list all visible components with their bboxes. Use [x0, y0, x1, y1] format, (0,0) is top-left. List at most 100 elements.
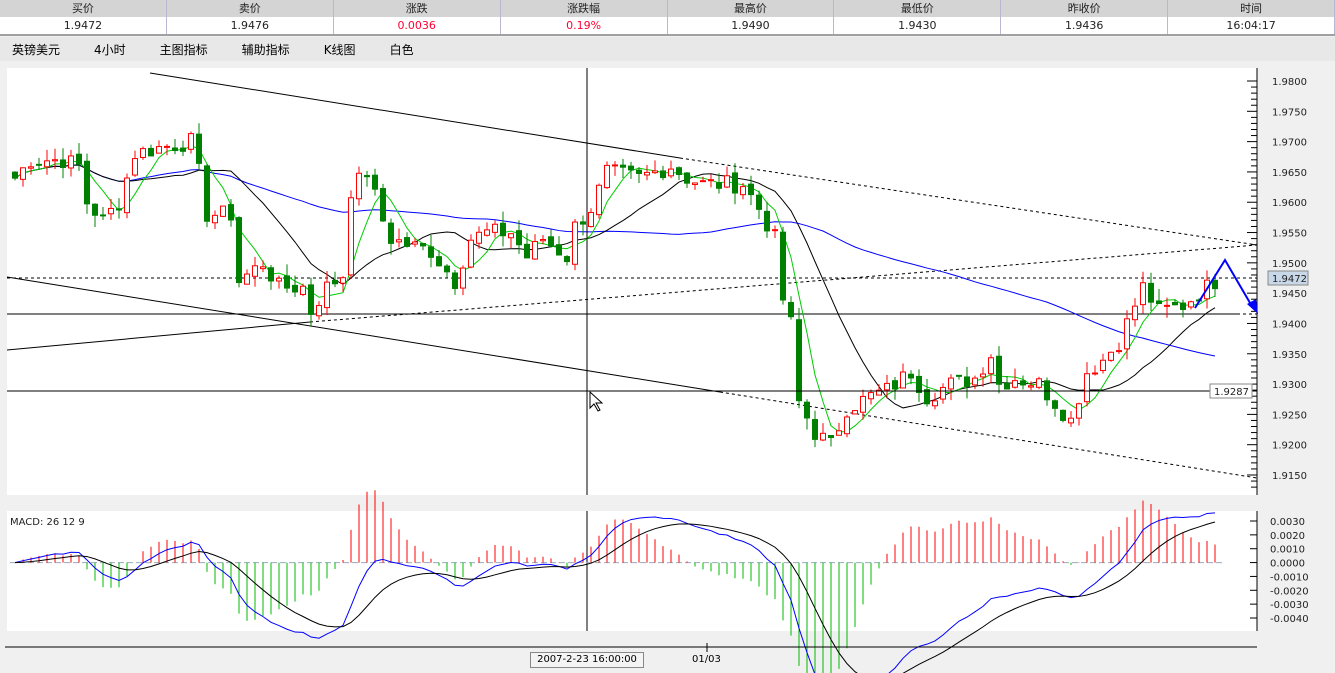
header-value: 0.19% — [501, 17, 668, 34]
candle-body — [836, 430, 842, 436]
candle-body — [460, 267, 466, 289]
candle-body — [1076, 403, 1082, 419]
candle-body — [492, 223, 498, 233]
price-tick-label: 1.9500 — [1272, 259, 1307, 270]
toolbar-item[interactable]: 4小时 — [94, 42, 126, 57]
candle-body — [868, 392, 874, 400]
header-value: 1.9472 — [0, 17, 167, 34]
candle-body — [132, 158, 138, 176]
candle-body — [708, 179, 714, 182]
header-values-row: 1.9472 1.9476 0.0036 0.19% 1.9490 1.9430 1.943… — [0, 17, 1335, 34]
price-tick-label: 1.9400 — [1272, 319, 1307, 330]
candle-body — [940, 386, 946, 400]
candle-body — [1172, 301, 1178, 306]
candle-body — [956, 374, 962, 377]
candle-body — [948, 377, 954, 390]
current-price-label: 1.9472 — [1272, 274, 1307, 285]
candle-body — [252, 265, 258, 277]
candle-body — [780, 231, 786, 301]
candle-body — [332, 279, 338, 285]
mouse-cursor-icon — [589, 390, 604, 412]
toolbar-item[interactable]: 白色 — [389, 42, 414, 57]
candle-body — [308, 284, 314, 315]
price-tick-label: 1.9800 — [1272, 77, 1307, 88]
candle-body — [292, 284, 298, 293]
candle-body — [724, 175, 730, 188]
toolbar-item[interactable]: 英镑美元 — [12, 42, 61, 57]
macd-tick-label: -0.0030 — [1270, 600, 1309, 611]
trend-line — [679, 157, 1258, 246]
price-tick-label: 1.9700 — [1272, 138, 1307, 149]
candle-body — [1188, 301, 1194, 308]
trend-line — [149, 72, 681, 159]
header-column-label: 最低价 — [834, 0, 1002, 17]
candle-body — [1020, 380, 1026, 386]
price-tick-label: 1.9300 — [1272, 380, 1307, 391]
candle-body — [652, 170, 658, 174]
candle-body — [1028, 385, 1034, 388]
candle-body — [596, 184, 602, 216]
candle-body — [636, 169, 642, 174]
candle-body — [324, 281, 330, 309]
arrow-head-icon — [1247, 299, 1258, 314]
candle-body — [612, 164, 618, 167]
candle-body — [380, 188, 386, 222]
quote-header: 买价 卖价 涨跌 涨跌幅 最高价 最低价 昨收价 时间 1.9472 1.9476 0.0036 0… — [0, 0, 1335, 36]
trend-line — [6, 321, 311, 351]
candle-body — [1212, 279, 1218, 290]
candle-body — [108, 207, 114, 215]
candle-body — [196, 133, 202, 164]
price-tick-label: 1.9750 — [1272, 107, 1307, 118]
candle-body — [788, 301, 794, 318]
candle-body — [364, 175, 370, 178]
candle-body — [76, 153, 82, 165]
candle-body — [356, 172, 362, 200]
forecast-arrow — [1194, 258, 1254, 309]
price-tick-label: 1.9150 — [1272, 471, 1307, 482]
toolbar-item[interactable]: 主图指标 — [159, 42, 208, 57]
candle-body — [348, 197, 354, 276]
candle-body — [476, 231, 482, 244]
toolbar-item[interactable]: 辅助指标 — [241, 42, 290, 57]
candle-body — [1108, 351, 1114, 361]
candle-body — [204, 165, 210, 222]
candle-body — [796, 319, 802, 402]
header-value: 1.9436 — [1001, 17, 1169, 34]
candle-body — [828, 435, 834, 438]
candle-body — [1100, 359, 1106, 372]
candle-body — [764, 210, 770, 232]
candle-body — [924, 389, 930, 405]
ma-long-line — [14, 164, 1216, 357]
candle-body — [1140, 282, 1146, 306]
candle-body — [1092, 372, 1098, 375]
candle-body — [748, 183, 754, 196]
candle-body — [580, 221, 586, 225]
macd-tick-label: 0.0030 — [1270, 517, 1305, 528]
price-tick-label: 1.9200 — [1272, 441, 1307, 452]
candle-body — [436, 256, 442, 267]
candle-body — [300, 285, 306, 295]
candle-body — [36, 163, 42, 166]
candle-body — [1068, 417, 1074, 424]
candle-body — [468, 239, 474, 268]
candle-body — [44, 160, 50, 168]
candle-body — [212, 214, 218, 224]
candle-body — [1132, 305, 1138, 321]
price-chart-panel[interactable] — [7, 68, 1257, 495]
candle-body — [628, 165, 634, 171]
price-tick-label: 1.9250 — [1272, 410, 1307, 421]
candle-body — [180, 147, 186, 152]
price-tick-label: 1.9450 — [1272, 289, 1307, 300]
header-value: 1.9430 — [834, 17, 1002, 34]
candle-body — [1164, 304, 1170, 307]
macd-tick-label: -0.0010 — [1270, 572, 1309, 583]
candle-body — [972, 377, 978, 386]
candle-body — [532, 241, 538, 260]
candle-body — [236, 217, 242, 283]
header-column-label: 卖价 — [167, 0, 334, 17]
candle-body — [444, 265, 450, 273]
candle-body — [772, 229, 778, 232]
candle-body — [620, 164, 626, 168]
toolbar-item[interactable]: K线图 — [323, 42, 356, 57]
